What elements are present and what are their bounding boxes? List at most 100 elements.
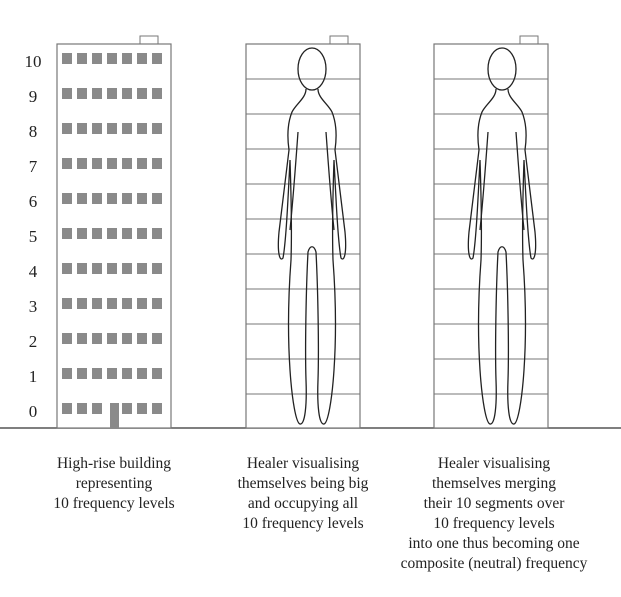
level-label-8: 8	[28, 122, 38, 141]
building-window	[62, 88, 72, 99]
building-windows	[62, 53, 162, 414]
caption-healer-big: Healer visualising themselves being big …	[203, 454, 403, 534]
caption-line: themselves merging	[431, 475, 557, 492]
building-window	[77, 193, 87, 204]
left-arm-inner	[289, 131, 299, 231]
building-window	[137, 193, 147, 204]
caption-line: and occupying all	[247, 495, 359, 512]
building-window	[62, 333, 72, 344]
level-label-6: 6	[28, 192, 38, 211]
building-window	[77, 368, 87, 379]
building-window	[92, 403, 102, 414]
building-window	[152, 263, 162, 274]
tower-3-outline	[433, 43, 549, 429]
caption-line: Healer visualising	[246, 455, 360, 472]
building-window	[62, 123, 72, 134]
building-window	[107, 193, 117, 204]
building	[56, 35, 172, 429]
right-arm-inner	[515, 131, 525, 231]
building-window	[137, 88, 147, 99]
building-window	[137, 53, 147, 64]
building-window	[107, 368, 117, 379]
healer-merged-tower	[433, 35, 549, 429]
building-window	[107, 123, 117, 134]
caption-line: themselves being big	[237, 475, 369, 492]
caption-line: representing	[75, 475, 153, 492]
building-window	[152, 403, 162, 414]
caption-line: High-rise building	[56, 455, 172, 472]
caption-line: 10 frequency levels	[433, 515, 555, 532]
healer-big-tower	[245, 35, 361, 429]
caption-building: High-rise building representing 10 frequ…	[14, 454, 214, 514]
building-window	[152, 228, 162, 239]
building-window	[122, 53, 132, 64]
building-window	[122, 123, 132, 134]
building-window	[137, 298, 147, 309]
building-window	[152, 368, 162, 379]
healer-merged-figure	[467, 47, 537, 425]
head	[297, 47, 327, 91]
building-window	[92, 263, 102, 274]
building-window	[137, 368, 147, 379]
building-window	[137, 158, 147, 169]
level-label-2: 2	[28, 332, 38, 351]
level-label-4: 4	[28, 262, 38, 281]
building-window	[122, 333, 132, 344]
caption-line: into one thus becoming one	[408, 535, 580, 552]
building-window	[77, 403, 87, 414]
building-window	[77, 263, 87, 274]
building-window	[107, 298, 117, 309]
building-window	[62, 193, 72, 204]
building-window	[77, 123, 87, 134]
building-window	[77, 298, 87, 309]
level-label-9: 9	[28, 87, 38, 106]
building-window	[107, 88, 117, 99]
level-label-1: 1	[28, 367, 38, 386]
tower-3-floor-lines	[434, 78, 548, 395]
caption-line: 10 frequency levels	[242, 515, 364, 532]
building-window	[152, 158, 162, 169]
caption-healer-merged: Healer visualising themselves merging th…	[386, 454, 602, 574]
building-window	[107, 333, 117, 344]
building-window	[122, 88, 132, 99]
level-label-10: 10	[24, 52, 42, 71]
level-label-5: 5	[28, 227, 38, 246]
tower-3-roof-box	[519, 35, 539, 45]
building-window	[77, 158, 87, 169]
building-window	[107, 158, 117, 169]
building-window	[62, 403, 72, 414]
building-window	[62, 263, 72, 274]
building-window	[92, 158, 102, 169]
building-window	[62, 158, 72, 169]
caption-line: 10 frequency levels	[53, 495, 175, 512]
building-window	[122, 298, 132, 309]
building-window	[62, 368, 72, 379]
building-window	[152, 333, 162, 344]
building-window	[92, 228, 102, 239]
building-window	[77, 333, 87, 344]
healer-big-figure	[277, 47, 347, 425]
caption-line: their 10 segments over	[423, 495, 565, 512]
building-window	[77, 228, 87, 239]
building-window	[122, 403, 132, 414]
building-window	[137, 263, 147, 274]
building-window	[92, 53, 102, 64]
building-window	[92, 298, 102, 309]
building-window	[137, 403, 147, 414]
level-label-3: 3	[28, 297, 38, 316]
body-outline	[277, 88, 347, 425]
tower-2-outline	[245, 43, 361, 429]
building-window	[92, 333, 102, 344]
building-window	[152, 88, 162, 99]
building-window	[107, 228, 117, 239]
tower-2-floor-lines	[246, 78, 360, 395]
left-arm-inner	[479, 131, 489, 231]
building-window	[92, 88, 102, 99]
building-window	[92, 193, 102, 204]
building-window	[107, 53, 117, 64]
building-window	[77, 53, 87, 64]
building-roof-box	[139, 35, 159, 45]
building-window	[62, 228, 72, 239]
building-window	[122, 263, 132, 274]
